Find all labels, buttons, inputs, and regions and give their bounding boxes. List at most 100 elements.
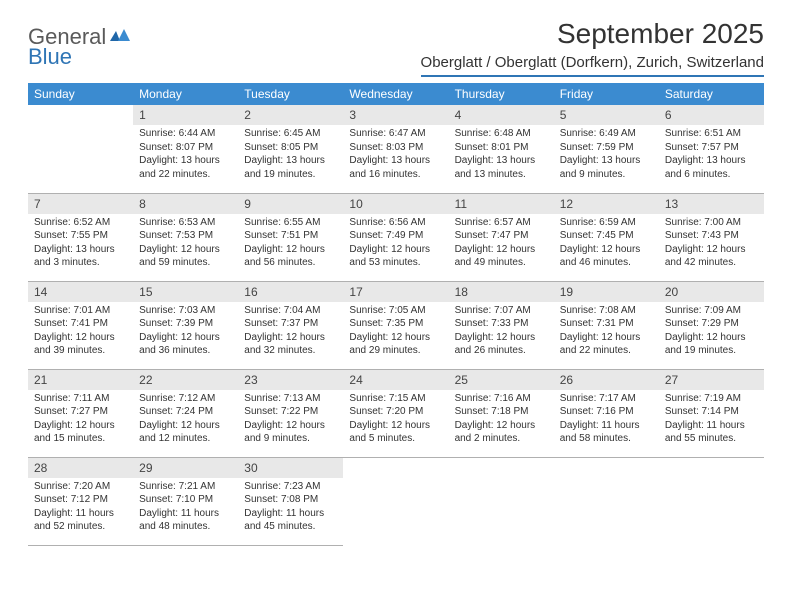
day-details: Sunrise: 6:56 AMSunset: 7:49 PMDaylight:… (343, 214, 448, 274)
day-number: 11 (449, 194, 554, 214)
calendar-cell: 28Sunrise: 7:20 AMSunset: 7:12 PMDayligh… (28, 457, 133, 545)
day-number: 12 (554, 194, 659, 214)
calendar-row: 7Sunrise: 6:52 AMSunset: 7:55 PMDaylight… (28, 193, 764, 281)
day-details: Sunrise: 7:19 AMSunset: 7:14 PMDaylight:… (659, 390, 764, 450)
day-number: 30 (238, 458, 343, 478)
day-details: Sunrise: 6:45 AMSunset: 8:05 PMDaylight:… (238, 125, 343, 185)
day-details: Sunrise: 7:21 AMSunset: 7:10 PMDaylight:… (133, 478, 238, 538)
logo-text-blue: Blue (28, 44, 72, 70)
calendar-body: .1Sunrise: 6:44 AMSunset: 8:07 PMDayligh… (28, 105, 764, 545)
calendar-cell: 16Sunrise: 7:04 AMSunset: 7:37 PMDayligh… (238, 281, 343, 369)
calendar-cell: 13Sunrise: 7:00 AMSunset: 7:43 PMDayligh… (659, 193, 764, 281)
weekday-tuesday: Tuesday (238, 83, 343, 105)
day-details: Sunrise: 7:20 AMSunset: 7:12 PMDaylight:… (28, 478, 133, 538)
calendar-cell: 20Sunrise: 7:09 AMSunset: 7:29 PMDayligh… (659, 281, 764, 369)
day-number: 20 (659, 282, 764, 302)
day-details: Sunrise: 7:08 AMSunset: 7:31 PMDaylight:… (554, 302, 659, 362)
day-number: 25 (449, 370, 554, 390)
weekday-thursday: Thursday (449, 83, 554, 105)
header: General September 2025 Oberglatt / Oberg… (28, 18, 764, 77)
day-number: 18 (449, 282, 554, 302)
calendar-row: 28Sunrise: 7:20 AMSunset: 7:12 PMDayligh… (28, 457, 764, 545)
calendar-cell: 27Sunrise: 7:19 AMSunset: 7:14 PMDayligh… (659, 369, 764, 457)
day-details: Sunrise: 7:16 AMSunset: 7:18 PMDaylight:… (449, 390, 554, 450)
calendar-cell: 14Sunrise: 7:01 AMSunset: 7:41 PMDayligh… (28, 281, 133, 369)
calendar-cell: 4Sunrise: 6:48 AMSunset: 8:01 PMDaylight… (449, 105, 554, 193)
calendar-page: General September 2025 Oberglatt / Oberg… (0, 0, 792, 564)
month-title: September 2025 (421, 18, 764, 50)
day-number: 27 (659, 370, 764, 390)
day-number: 6 (659, 105, 764, 125)
weekday-saturday: Saturday (659, 83, 764, 105)
calendar-cell: 22Sunrise: 7:12 AMSunset: 7:24 PMDayligh… (133, 369, 238, 457)
calendar-cell: . (343, 457, 448, 545)
day-details: Sunrise: 6:49 AMSunset: 7:59 PMDaylight:… (554, 125, 659, 185)
day-details: Sunrise: 7:17 AMSunset: 7:16 PMDaylight:… (554, 390, 659, 450)
location-label: Oberglatt / Oberglatt (Dorfkern), Zurich… (421, 54, 764, 77)
day-number: 21 (28, 370, 133, 390)
calendar-cell: 3Sunrise: 6:47 AMSunset: 8:03 PMDaylight… (343, 105, 448, 193)
weekday-sunday: Sunday (28, 83, 133, 105)
weekday-header-row: Sunday Monday Tuesday Wednesday Thursday… (28, 83, 764, 105)
calendar-cell: . (554, 457, 659, 545)
calendar-cell: 30Sunrise: 7:23 AMSunset: 7:08 PMDayligh… (238, 457, 343, 545)
calendar-cell: 1Sunrise: 6:44 AMSunset: 8:07 PMDaylight… (133, 105, 238, 193)
calendar-cell: 21Sunrise: 7:11 AMSunset: 7:27 PMDayligh… (28, 369, 133, 457)
calendar-cell: 24Sunrise: 7:15 AMSunset: 7:20 PMDayligh… (343, 369, 448, 457)
day-details: Sunrise: 7:03 AMSunset: 7:39 PMDaylight:… (133, 302, 238, 362)
calendar-cell: 12Sunrise: 6:59 AMSunset: 7:45 PMDayligh… (554, 193, 659, 281)
day-number: 28 (28, 458, 133, 478)
title-block: September 2025 Oberglatt / Oberglatt (Do… (421, 18, 764, 77)
day-details: Sunrise: 7:05 AMSunset: 7:35 PMDaylight:… (343, 302, 448, 362)
day-number: 7 (28, 194, 133, 214)
day-number: 5 (554, 105, 659, 125)
calendar-cell: 19Sunrise: 7:08 AMSunset: 7:31 PMDayligh… (554, 281, 659, 369)
weekday-wednesday: Wednesday (343, 83, 448, 105)
day-details: Sunrise: 7:15 AMSunset: 7:20 PMDaylight:… (343, 390, 448, 450)
calendar-cell: 23Sunrise: 7:13 AMSunset: 7:22 PMDayligh… (238, 369, 343, 457)
day-number: 13 (659, 194, 764, 214)
day-details: Sunrise: 7:09 AMSunset: 7:29 PMDaylight:… (659, 302, 764, 362)
day-details: Sunrise: 6:47 AMSunset: 8:03 PMDaylight:… (343, 125, 448, 185)
calendar-cell: 29Sunrise: 7:21 AMSunset: 7:10 PMDayligh… (133, 457, 238, 545)
day-number: 3 (343, 105, 448, 125)
calendar-row: .1Sunrise: 6:44 AMSunset: 8:07 PMDayligh… (28, 105, 764, 193)
calendar-cell: 5Sunrise: 6:49 AMSunset: 7:59 PMDaylight… (554, 105, 659, 193)
calendar-cell: 8Sunrise: 6:53 AMSunset: 7:53 PMDaylight… (133, 193, 238, 281)
calendar-cell: 6Sunrise: 6:51 AMSunset: 7:57 PMDaylight… (659, 105, 764, 193)
calendar-table: Sunday Monday Tuesday Wednesday Thursday… (28, 83, 764, 546)
logo-flag-icon (110, 27, 132, 48)
calendar-cell: 7Sunrise: 6:52 AMSunset: 7:55 PMDaylight… (28, 193, 133, 281)
day-details: Sunrise: 6:44 AMSunset: 8:07 PMDaylight:… (133, 125, 238, 185)
day-details: Sunrise: 7:07 AMSunset: 7:33 PMDaylight:… (449, 302, 554, 362)
calendar-cell: . (449, 457, 554, 545)
day-details: Sunrise: 7:01 AMSunset: 7:41 PMDaylight:… (28, 302, 133, 362)
weekday-friday: Friday (554, 83, 659, 105)
day-number: 1 (133, 105, 238, 125)
calendar-cell: 17Sunrise: 7:05 AMSunset: 7:35 PMDayligh… (343, 281, 448, 369)
day-details: Sunrise: 6:59 AMSunset: 7:45 PMDaylight:… (554, 214, 659, 274)
day-number: 17 (343, 282, 448, 302)
day-details: Sunrise: 7:12 AMSunset: 7:24 PMDaylight:… (133, 390, 238, 450)
calendar-cell: . (659, 457, 764, 545)
day-number: 15 (133, 282, 238, 302)
day-details: Sunrise: 6:51 AMSunset: 7:57 PMDaylight:… (659, 125, 764, 185)
calendar-cell: 15Sunrise: 7:03 AMSunset: 7:39 PMDayligh… (133, 281, 238, 369)
calendar-cell: . (28, 105, 133, 193)
day-details: Sunrise: 7:13 AMSunset: 7:22 PMDaylight:… (238, 390, 343, 450)
calendar-cell: 2Sunrise: 6:45 AMSunset: 8:05 PMDaylight… (238, 105, 343, 193)
day-details: Sunrise: 6:57 AMSunset: 7:47 PMDaylight:… (449, 214, 554, 274)
day-details: Sunrise: 7:00 AMSunset: 7:43 PMDaylight:… (659, 214, 764, 274)
calendar-row: 14Sunrise: 7:01 AMSunset: 7:41 PMDayligh… (28, 281, 764, 369)
calendar-cell: 18Sunrise: 7:07 AMSunset: 7:33 PMDayligh… (449, 281, 554, 369)
day-number: 8 (133, 194, 238, 214)
day-number: 9 (238, 194, 343, 214)
day-number: 19 (554, 282, 659, 302)
day-details: Sunrise: 7:23 AMSunset: 7:08 PMDaylight:… (238, 478, 343, 538)
day-number: 10 (343, 194, 448, 214)
calendar-cell: 9Sunrise: 6:55 AMSunset: 7:51 PMDaylight… (238, 193, 343, 281)
day-details: Sunrise: 6:53 AMSunset: 7:53 PMDaylight:… (133, 214, 238, 274)
calendar-row: 21Sunrise: 7:11 AMSunset: 7:27 PMDayligh… (28, 369, 764, 457)
day-details: Sunrise: 7:04 AMSunset: 7:37 PMDaylight:… (238, 302, 343, 362)
day-number: 16 (238, 282, 343, 302)
